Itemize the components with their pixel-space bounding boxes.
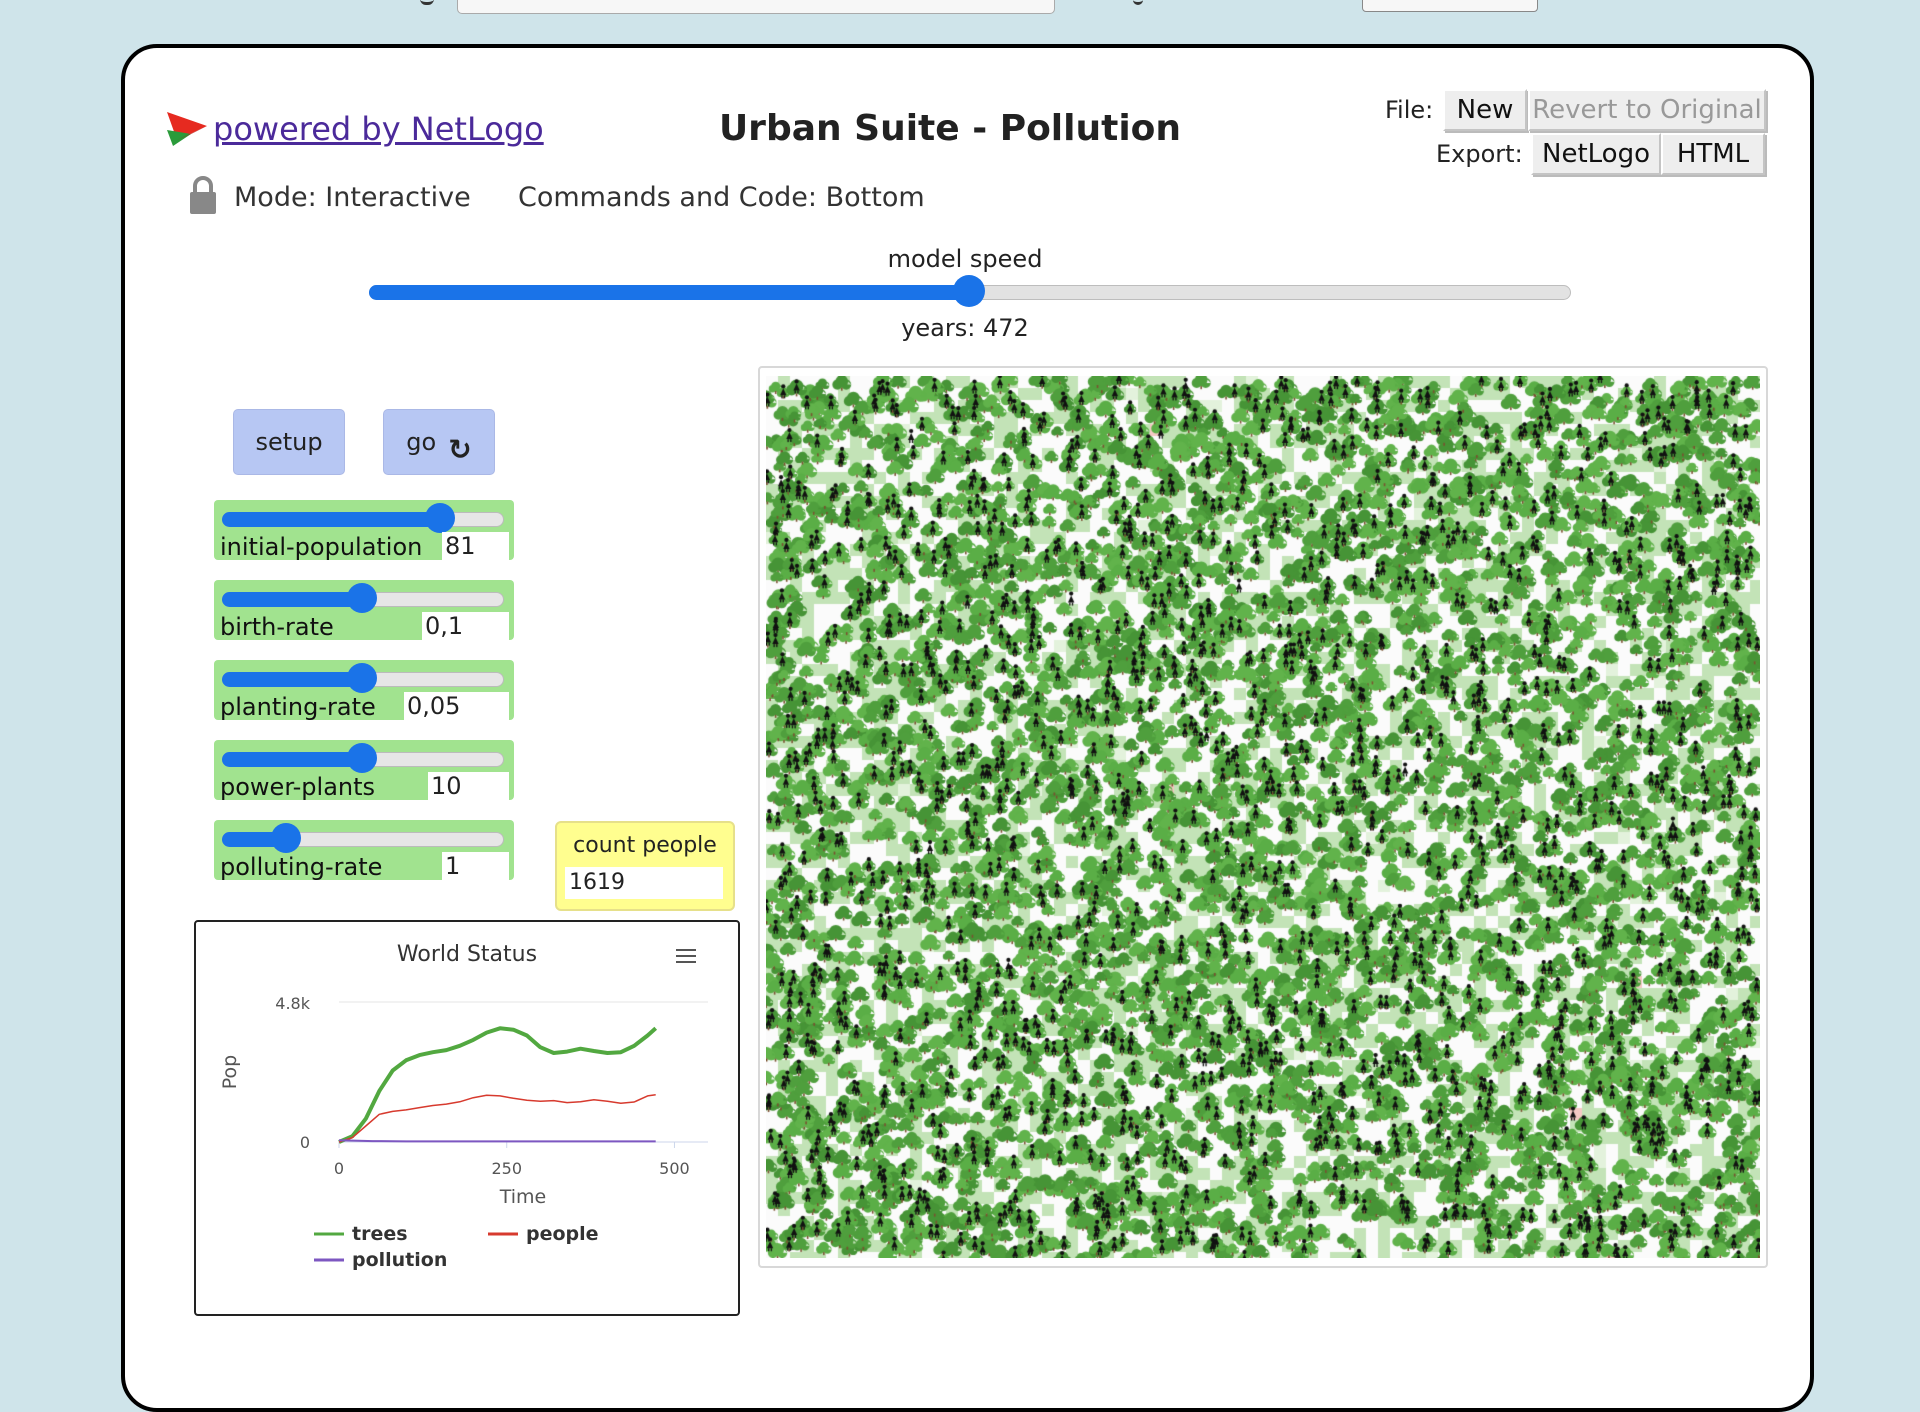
plot-svg: World Status 4.8k 0 0 250 500 Time Pop trees peop… [219, 942, 708, 1271]
slider-label: planting-rate [220, 693, 376, 721]
slider-value[interactable]: 81 [442, 532, 509, 560]
slider-value[interactable]: 0,05 [404, 692, 509, 720]
slider-label: polluting-rate [220, 853, 383, 881]
go-button[interactable]: go ↻ [384, 410, 494, 474]
series-line-trees [338, 1026, 658, 1144]
series-line-people [338, 1094, 656, 1143]
x-tick-label: 250 [491, 1159, 522, 1178]
x-axis-label: Time [499, 1186, 547, 1208]
top-text-fragment [1133, 0, 1143, 5]
world-canvas[interactable] [766, 376, 1760, 1258]
slider-thumb[interactable] [347, 583, 377, 613]
monitor-label: count people [573, 833, 717, 858]
export-html-button[interactable]: HTML [1661, 133, 1765, 175]
go-button-label: go [406, 428, 437, 456]
powered-by-link-text[interactable]: powered by NetLogo [213, 110, 544, 148]
top-search-input[interactable] [457, 0, 1055, 14]
slider-label: initial-population [220, 533, 423, 561]
plot-title: World Status [397, 942, 537, 967]
x-tick-label: 0 [334, 1159, 344, 1178]
slider-thumb[interactable] [271, 823, 302, 853]
revert-to-original-button[interactable]: Revert to Original [1528, 89, 1766, 131]
top-action-button[interactable] [1362, 0, 1538, 12]
speed-slider-fill [369, 285, 969, 300]
slider-fill [222, 752, 362, 767]
export-label: Export: [1436, 140, 1523, 168]
hamburger-menu-icon[interactable] [676, 949, 696, 963]
speed-label: model speed [887, 245, 1043, 273]
y-tick-label: 4.8k [275, 994, 310, 1013]
x-tick-label: 500 [659, 1159, 690, 1178]
slider-fill [222, 592, 362, 607]
legend-label-pollution: pollution [352, 1249, 447, 1271]
slider-fill [222, 512, 441, 527]
slider-planting-rate[interactable]: planting-rate 0,05 [214, 660, 514, 721]
y-tick-label: 0 [300, 1133, 310, 1152]
slider-polluting-rate[interactable]: polluting-rate 1 [214, 820, 514, 881]
slider-value[interactable]: 1 [442, 852, 509, 880]
count-people-monitor: count people 1619 [555, 821, 735, 911]
setup-button[interactable]: setup [234, 410, 344, 474]
slider-value[interactable]: 0,1 [422, 612, 509, 640]
refresh-icon: ↻ [448, 432, 472, 466]
setup-button-label: setup [255, 428, 323, 456]
series-line-pollution [338, 1139, 656, 1143]
world-view[interactable] [758, 366, 1768, 1268]
slider-initial-population[interactable]: initial-population 81 [214, 500, 514, 561]
netlogo-logo-link[interactable]: powered by NetLogo [165, 110, 544, 148]
legend-label-trees: trees [352, 1223, 408, 1245]
slider-thumb[interactable] [425, 503, 456, 533]
top-text-fragment [420, 0, 434, 5]
new-button[interactable]: New [1443, 89, 1527, 131]
monitor-value: 1619 [565, 867, 723, 899]
commands-code-toggle[interactable]: Commands and Code: Bottom [518, 182, 925, 213]
slider-fill [222, 832, 287, 847]
model-title: Urban Suite - Pollution [718, 108, 1182, 149]
slider-label: power-plants [220, 773, 376, 801]
world-status-plot: World Status 4.8k 0 0 250 500 Time Pop trees peop… [194, 920, 740, 1316]
tick-counter: years: 472 [901, 314, 1029, 342]
file-label: File: [1385, 96, 1434, 124]
slider-thumb[interactable] [347, 663, 377, 693]
slider-fill [222, 672, 362, 687]
y-axis-label: Pop [219, 1055, 241, 1089]
mode-toggle[interactable]: Mode: Interactive [234, 182, 471, 213]
slider-value[interactable]: 10 [428, 772, 509, 800]
netlogo-logo-icon [167, 112, 207, 146]
slider-power-plants[interactable]: power-plants 10 [214, 740, 514, 801]
slider-label: birth-rate [220, 613, 334, 641]
slider-thumb[interactable] [347, 743, 377, 773]
slider-birth-rate[interactable]: birth-rate 0,1 [214, 580, 514, 641]
export-netlogo-button[interactable]: NetLogo [1531, 133, 1661, 175]
speed-slider-thumb[interactable] [953, 275, 985, 307]
legend-label-people: people [526, 1223, 599, 1245]
lock-icon[interactable] [188, 176, 218, 214]
